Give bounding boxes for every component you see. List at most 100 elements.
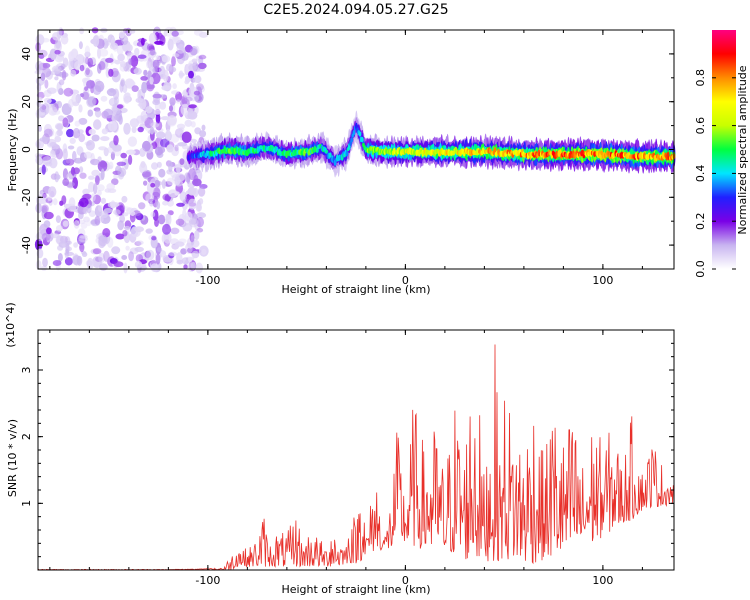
noise-blob	[188, 198, 197, 210]
noise-blob	[150, 211, 156, 218]
noise-blob	[118, 31, 125, 39]
noise-blob	[54, 135, 61, 143]
spectrogram-ticks: -100 0 100 -40 -20 0 20 40	[20, 29, 674, 287]
noise-blob	[154, 218, 159, 227]
noise-blob	[163, 231, 172, 244]
noise-blob	[74, 120, 81, 127]
noise-blob	[130, 55, 139, 68]
noise-blob	[117, 53, 125, 62]
noise-blob	[173, 36, 181, 43]
noise-blob	[123, 262, 128, 274]
noise-blob	[152, 59, 160, 69]
noise-blob	[88, 128, 96, 135]
colorbar-ticks: 0.0 0.2 0.4 0.6 0.8	[694, 69, 736, 278]
noise-blob	[44, 79, 49, 89]
noise-blob	[147, 49, 157, 59]
noise-blob	[162, 223, 171, 235]
noise-blob	[187, 111, 198, 120]
noise-blob	[64, 248, 70, 259]
colorbar-gradient	[712, 30, 736, 269]
noise-blob	[123, 28, 129, 34]
noise-blob	[189, 48, 198, 56]
noise-blob	[100, 136, 110, 142]
noise-blob	[124, 225, 131, 230]
noise-blob	[79, 243, 85, 253]
noise-blob	[170, 227, 180, 235]
noise-blob	[192, 178, 202, 187]
noise-blob	[58, 88, 64, 95]
noise-blob	[80, 222, 88, 229]
noise-blob	[43, 128, 53, 138]
noise-blob	[168, 189, 178, 198]
noise-blob	[162, 69, 169, 82]
noise-blob	[128, 251, 135, 262]
noise-blob	[108, 97, 118, 107]
noise-blob	[66, 128, 74, 138]
noise-blob	[159, 35, 165, 41]
noise-blob	[86, 80, 95, 89]
noise-blob	[78, 197, 89, 208]
noise-blob	[69, 137, 76, 144]
noise-blob	[67, 145, 75, 150]
noise-blob	[113, 209, 121, 216]
noise-blob	[97, 189, 102, 196]
noise-blob	[125, 245, 130, 251]
noise-blob	[189, 138, 197, 143]
noise-blob	[119, 81, 124, 93]
noise-blob	[143, 180, 148, 186]
noise-blob	[84, 86, 89, 91]
noise-blob	[116, 44, 124, 56]
spectrogram-xlabel: Height of straight line (km)	[281, 283, 430, 296]
noise-blob	[52, 198, 58, 206]
noise-blob	[35, 260, 42, 270]
noise-blob	[191, 250, 200, 259]
noise-blob	[100, 214, 111, 224]
noise-blob	[168, 105, 174, 112]
noise-blob	[134, 226, 145, 233]
noise-blob	[145, 228, 153, 234]
noise-blob	[88, 181, 95, 193]
colorbar-tick-label: 0.0	[694, 260, 707, 278]
x-tick-label: 0	[402, 574, 409, 587]
noise-blob	[58, 115, 65, 122]
noise-blob	[178, 70, 184, 79]
x-tick-label: 100	[592, 574, 613, 587]
noise-blob	[69, 89, 80, 95]
noise-blob	[166, 144, 174, 153]
noise-blob	[73, 242, 78, 248]
noise-blob	[152, 93, 162, 99]
noise-blob	[40, 265, 48, 271]
noise-blob	[181, 257, 190, 265]
noise-blob	[167, 118, 177, 127]
noise-blob	[90, 248, 100, 255]
noise-blob	[64, 257, 73, 266]
noise-blob	[78, 235, 88, 243]
noise-blob	[194, 230, 200, 241]
noise-blob	[47, 196, 52, 202]
noise-blob	[149, 76, 154, 85]
noise-blob	[42, 62, 51, 69]
noise-blob	[184, 119, 193, 127]
noise-blob	[150, 182, 156, 188]
noise-blob	[98, 146, 107, 151]
noise-blob	[78, 41, 83, 50]
y-tick-label: -20	[20, 188, 33, 206]
colorbar-label: Normalized spectral amplitude	[736, 65, 749, 234]
noise-blob	[163, 30, 168, 37]
noise-blob	[188, 218, 199, 228]
noise-blob	[201, 248, 207, 256]
noise-blob	[82, 56, 88, 64]
noise-blob	[145, 193, 155, 203]
noise-blob	[94, 205, 103, 218]
noise-blob	[130, 211, 136, 217]
noise-blob	[95, 256, 103, 262]
noise-blob	[133, 67, 142, 75]
noise-blob	[80, 93, 85, 98]
colorbar-tick-label: 0.6	[694, 117, 707, 135]
noise-blob	[103, 108, 114, 119]
noise-blob	[159, 101, 167, 110]
noise-blob	[188, 70, 194, 79]
noise-blob	[176, 202, 185, 207]
noise-blob	[131, 126, 137, 134]
noise-blob	[137, 126, 144, 133]
